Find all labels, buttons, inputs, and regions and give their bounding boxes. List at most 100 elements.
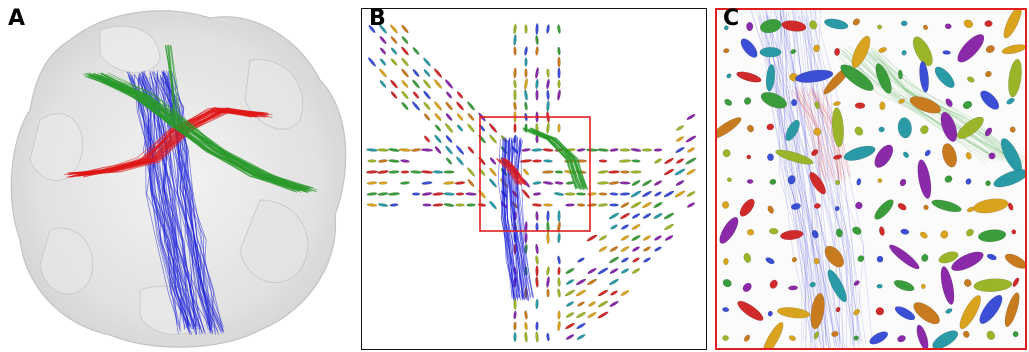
blue-fiber [792,10,844,348]
tensor-glyph [642,201,652,209]
tensor-glyph [524,331,528,343]
blue-fiber [775,10,822,348]
tensor-glyph [423,79,431,89]
tensor-glyph [401,24,409,34]
red-fiber [795,90,830,182]
tensor-glyph [957,116,984,140]
tensor-glyph [813,127,822,136]
tensor-glyph [643,246,651,252]
tensor-glyph [743,334,751,342]
tensor-glyph [557,46,561,56]
tensor-glyph [557,79,561,89]
tensor-glyph [631,159,641,163]
tensor-glyph [1011,229,1017,235]
tensor-glyph [1009,126,1016,133]
green-fiber [522,127,577,190]
tensor-glyph [631,224,641,230]
blue-fiber [755,10,809,341]
tensor-glyph [642,213,652,219]
tensor-glyph [524,24,528,34]
tensor-glyph [944,23,952,30]
tensor-glyph [557,56,561,68]
tensor-glyph [432,170,444,174]
tensor-glyph [596,181,610,185]
blue-fiber [758,10,821,347]
tensor-glyph [809,281,816,288]
tensor-glyph [598,192,608,196]
green-fiber [526,129,584,189]
tensor-glyph [557,310,561,320]
tensor-glyph [813,203,821,209]
tensor-glyph [962,100,973,110]
tensor-glyph [422,203,432,207]
tensor-glyph [366,148,378,152]
tensor-glyph [588,301,596,307]
tensor-glyph [445,101,453,111]
blue-fiber [765,10,816,348]
tensor-glyph [685,135,697,143]
tensor-glyph [443,170,455,174]
tensor-glyph [631,235,641,241]
tensor-glyph [535,78,539,90]
tensor-glyph [630,170,642,174]
tensor-glyph [932,330,959,348]
tensor-glyph [944,175,953,183]
tensor-glyph [367,57,377,67]
tensor-glyph [767,153,774,161]
tensor-glyph [621,224,629,230]
tensor-glyph [813,44,821,53]
blue-fiber [131,74,190,327]
tensor-glyph [879,226,885,236]
tensor-glyph [874,144,894,168]
tensor-glyph [854,102,866,109]
tensor-glyph [609,148,619,152]
tensor-glyph [813,258,820,265]
tensor-glyph [857,255,865,262]
tensor-glyph [1007,202,1014,211]
tensor-glyph [765,257,775,265]
tensor-glyph [986,330,996,340]
blue-fiber [813,10,856,348]
tensor-glyph [940,111,958,142]
red-fiber [67,107,256,178]
tensor-glyph [524,89,528,101]
tensor-glyph [831,107,844,148]
tensor-glyph [854,126,864,136]
tensor-glyph [919,61,929,93]
tensor-glyph [524,57,528,67]
tensor-glyph [965,178,972,185]
tensor-glyph [879,101,886,111]
green-fiber [522,129,577,190]
tensor-glyph [1008,58,1022,98]
tensor-glyph [809,172,826,195]
tensor-glyph [631,213,641,219]
tensor-glyph [423,101,431,111]
tensor-glyph [557,232,561,244]
tensor-glyph [535,243,539,255]
panel-label-a: A [8,6,26,31]
tensor-glyph [723,25,729,31]
panel-a: A [0,0,352,352]
tensor-glyph [811,149,819,156]
tensor-glyph [378,159,388,163]
tensor-glyph [456,124,464,132]
tensor-glyph [620,235,630,241]
tensor-glyph [423,90,431,100]
blue-fiber [130,77,182,330]
tensor-glyph [824,18,849,30]
tensor-glyph [513,46,517,56]
tensor-glyph [543,159,553,163]
tensor-glyph [513,321,517,331]
green-fiber [870,53,1025,161]
tensor-glyph [686,168,696,176]
tensor-glyph [653,148,663,152]
tensor-glyph [575,278,587,286]
tensor-glyph [609,268,619,274]
tensor-glyph [921,253,929,262]
tensor-glyph [524,221,528,233]
tensor-glyph [565,268,575,274]
tensor-glyph [620,246,630,252]
tensor-glyph [597,148,609,152]
tensor-glyph [597,170,609,174]
tensor-glyph [1012,277,1020,287]
